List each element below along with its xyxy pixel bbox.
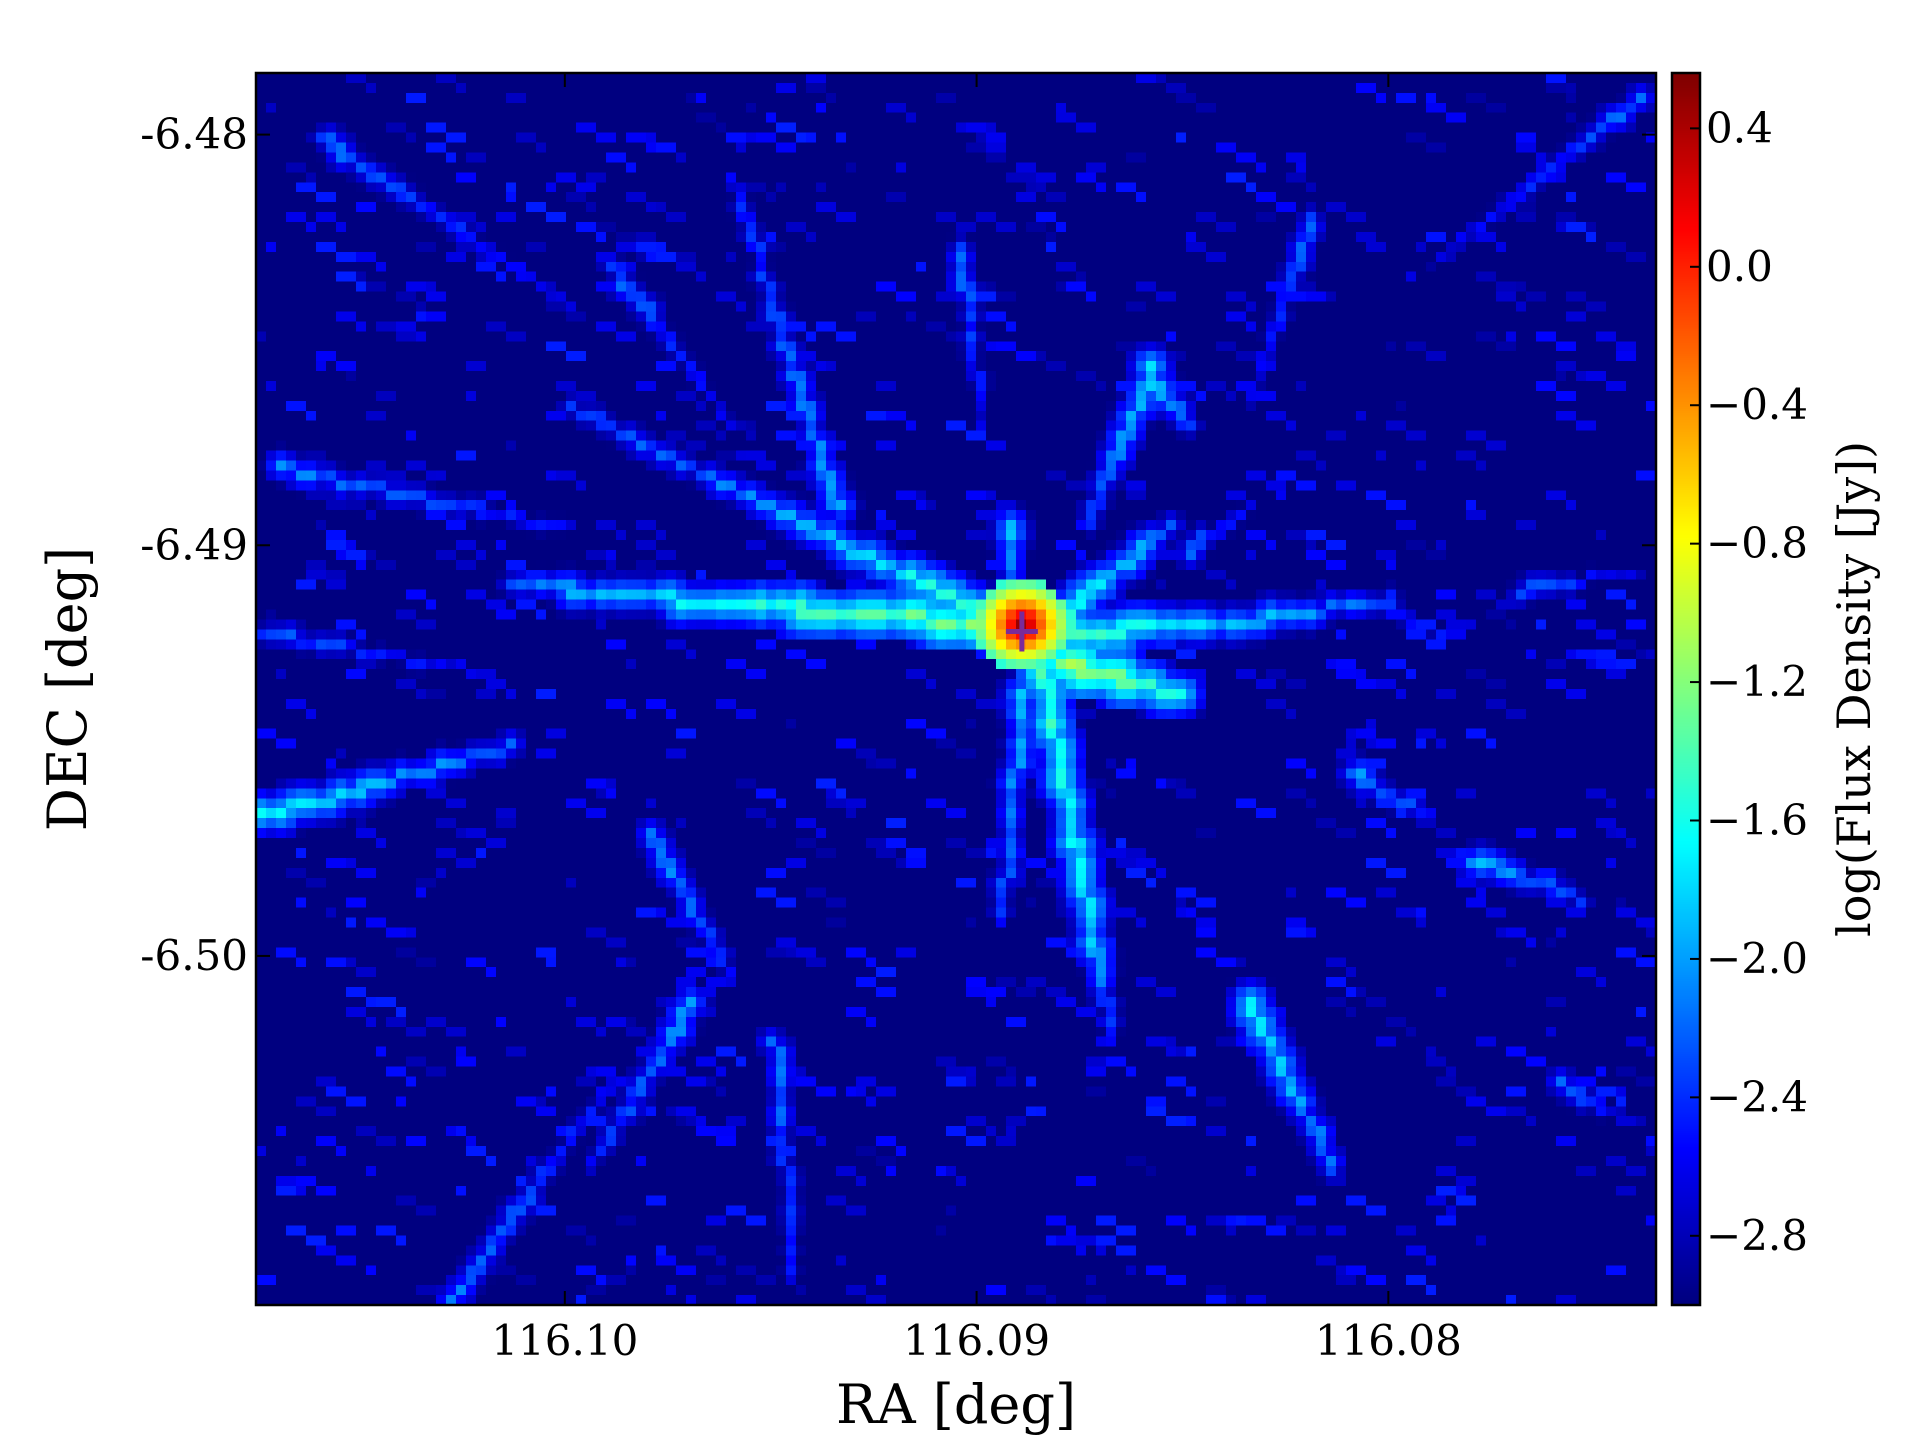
y-tick-label: -6.50 <box>140 931 248 980</box>
colorbar-tick-label: −2.4 <box>1706 1072 1808 1121</box>
heatmap-image <box>256 73 1656 1305</box>
x-axis: 116.10 116.09 116.08 <box>491 73 1462 1365</box>
source-marker <box>1005 611 1038 652</box>
colorbar-ticks: 0.4 0.0 −0.4 −0.8 −1.2 −1.6 −2.0 −2.4 −2.8 <box>1690 103 1808 1260</box>
colorbar-tick-label: −1.6 <box>1706 796 1808 845</box>
colorbar-tick-label: −0.8 <box>1706 519 1808 568</box>
colorbar-tick-label: −2.8 <box>1706 1211 1808 1260</box>
marker-layer <box>1005 611 1038 652</box>
plot-area <box>254 71 1658 1307</box>
x-tick-label: 116.09 <box>903 1316 1050 1365</box>
plot-frame <box>254 71 1658 1307</box>
y-axis: -6.48 -6.49 -6.50 <box>140 110 1656 980</box>
colorbar-tick-label: −1.2 <box>1706 657 1808 706</box>
colorbar-tick-label: 0.4 <box>1706 103 1773 152</box>
y-tick-label: -6.48 <box>140 110 248 159</box>
y-tick-label: -6.49 <box>140 520 248 569</box>
colorbar-gradient <box>1672 73 1700 1305</box>
colorbar-label: log(Flux Density [Jy]) <box>1827 441 1881 937</box>
x-tick-label: 116.08 <box>1315 1316 1462 1365</box>
x-tick-label: 116.10 <box>491 1316 638 1365</box>
colorbar-tick-label: −0.4 <box>1706 380 1808 429</box>
colorbar-frame <box>1670 71 1702 1307</box>
colorbar: 0.4 0.0 −0.4 −0.8 −1.2 −1.6 −2.0 −2.4 −2.8 <box>1670 71 1808 1307</box>
colorbar-tick-label: −2.0 <box>1706 934 1808 983</box>
y-axis-label: DEC [deg] <box>36 547 99 831</box>
x-axis-label: RA [deg] <box>836 1373 1076 1436</box>
colorbar-tick-label: 0.0 <box>1706 242 1773 291</box>
